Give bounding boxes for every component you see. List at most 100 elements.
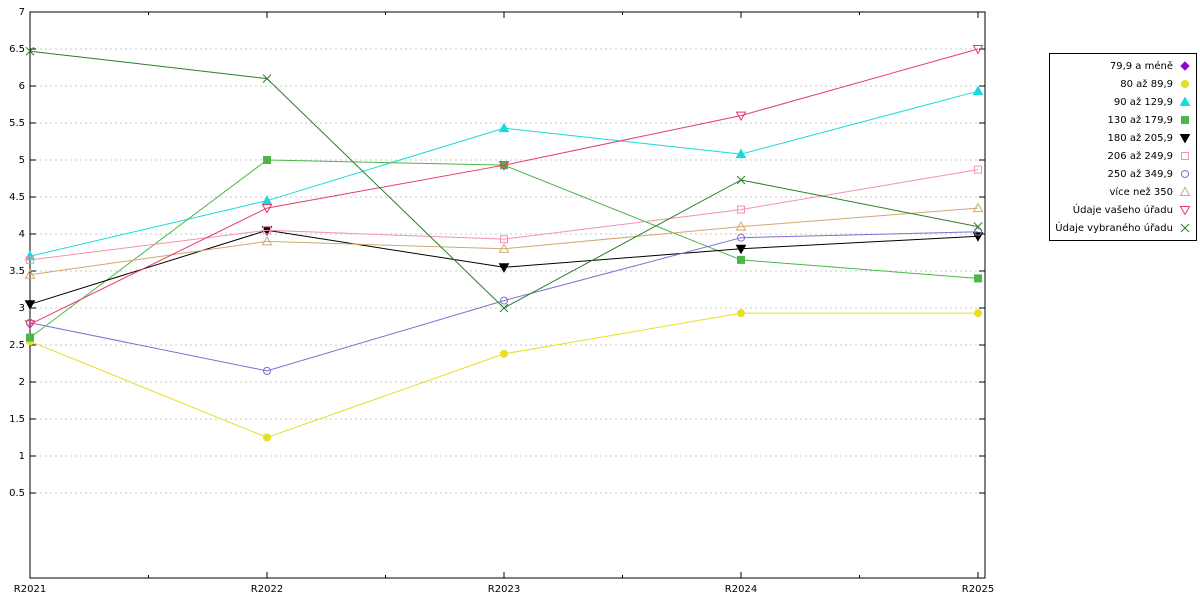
marker-x-cross: [262, 74, 272, 83]
legend-item: Údaje vybraného úřadu: [1055, 219, 1191, 237]
legend-label: 250 až 349,9: [1107, 168, 1173, 180]
marker-x-cross: [973, 222, 983, 231]
legend-box: 79,9 a méně 80 až 89,9 90 až 129,9 130 až 1…: [1049, 53, 1197, 241]
marker-square-filled: [1181, 116, 1189, 124]
marker-x-cross: [1180, 223, 1190, 233]
marker-square-filled: [974, 274, 982, 283]
x-axis-label: R2023: [488, 584, 520, 595]
y-axis-label: 4: [19, 229, 25, 240]
x-axis-label: R2021: [14, 584, 46, 595]
legend-marker-icon: [1179, 96, 1191, 106]
marker-triangle-up-open: [24, 269, 36, 279]
marker-square-open: [26, 255, 34, 264]
marker-circle-filled: [737, 309, 745, 318]
marker-square-open: [500, 235, 508, 244]
marker-triangle-down-open: [735, 111, 747, 122]
legend-label: Údaje vybraného úřadu: [1055, 222, 1173, 234]
marker-square-filled: [263, 156, 271, 164]
legend-label: 206 až 249,9: [1107, 150, 1173, 162]
y-axis-label: 5.5: [9, 118, 25, 129]
marker-triangle-up-filled: [972, 85, 984, 96]
marker-triangle-down-open: [1179, 206, 1191, 216]
x-axis-label: R2024: [725, 584, 757, 595]
legend-item: 206 až 249,9: [1055, 147, 1191, 165]
y-axis-label: 6: [19, 81, 25, 92]
marker-triangle-up-open: [498, 243, 510, 253]
y-axis-label: 5: [19, 155, 25, 166]
legend-label: 180 až 205,9: [1107, 132, 1173, 144]
y-axis-label: 0.5: [9, 488, 25, 499]
marker-circle-filled: [263, 433, 271, 442]
marker-x-cross: [25, 46, 35, 56]
y-axis-label: 1: [19, 451, 25, 462]
legend-label: 79,9 a méně: [1109, 60, 1173, 72]
marker-triangle-up-filled: [735, 148, 747, 159]
legend-item: 90 až 129,9: [1055, 93, 1191, 111]
marker-triangle-down-filled: [1179, 134, 1191, 144]
legend-item: 79,9 a méně: [1055, 57, 1191, 75]
marker-square-filled: [737, 255, 745, 264]
marker-triangle-down-open: [261, 204, 273, 214]
legend-marker-icon: [1181, 80, 1189, 88]
marker-triangle-down-open: [24, 320, 36, 330]
legend-label: více než 350: [1109, 186, 1173, 198]
legend-item: Údaje vašeho úřadu: [1055, 201, 1191, 219]
marker-square-open: [1181, 152, 1189, 160]
y-axis-label: 7: [19, 7, 25, 18]
marker-triangle-up-open: [735, 221, 747, 231]
x-axis-label: R2025: [962, 584, 994, 595]
marker-triangle-up-open: [261, 235, 273, 246]
marker-triangle-down-open: [498, 161, 510, 171]
legend-marker-icon: [1180, 61, 1190, 71]
marker-square-open: [737, 205, 745, 214]
x-axis-label: R2022: [251, 584, 283, 595]
marker-circle-filled: [500, 349, 508, 358]
legend-marker-icon: [1181, 116, 1189, 124]
marker-x-cross: [736, 175, 746, 185]
series-line-5: [29, 169, 979, 261]
marker-square-open: [263, 226, 271, 235]
marker-triangle-down-open: [972, 45, 984, 55]
legend-label: Údaje vašeho úřadu: [1072, 204, 1173, 216]
marker-triangle-up-filled: [1179, 96, 1191, 106]
series-line-6: [29, 231, 979, 372]
series-line-7: [29, 207, 979, 276]
legend-marker-icon: [1181, 152, 1189, 160]
legend-item: 80 až 89,9: [1055, 75, 1191, 93]
marker-circle-open: [500, 296, 508, 305]
marker-triangle-down-filled: [498, 263, 510, 273]
marker-triangle-down-filled: [24, 300, 36, 310]
legend-item: 250 až 349,9: [1055, 165, 1191, 183]
marker-x-cross: [499, 303, 509, 313]
marker-circle-open: [974, 227, 982, 236]
marker-square-filled: [26, 333, 34, 342]
y-axis-label: 2.5: [9, 340, 25, 351]
marker-circle-open: [1181, 170, 1189, 178]
marker-circle-open: [737, 233, 745, 242]
legend-marker-icon: [1179, 134, 1191, 144]
marker-circle-open: [263, 366, 271, 375]
y-axis-label: 4.5: [9, 192, 25, 203]
legend-item: více než 350: [1055, 183, 1191, 201]
y-axis-label: 2: [19, 377, 25, 388]
legend-label: 80 až 89,9: [1120, 78, 1173, 90]
legend-marker-icon: [1181, 170, 1189, 178]
y-axis-label: 3.5: [9, 266, 25, 277]
y-axis-label: 1.5: [9, 414, 25, 425]
series-line-8: [29, 48, 979, 325]
y-axis-label: 3: [19, 303, 25, 314]
marker-triangle-up-open: [1179, 186, 1191, 196]
plot-border: [29, 11, 986, 579]
legend-marker-icon: [1180, 223, 1190, 233]
y-axis-label: 6.5: [9, 44, 25, 55]
marker-triangle-down-filled: [735, 244, 747, 255]
marker-circle-filled: [974, 309, 982, 318]
marker-triangle-up-filled: [498, 122, 510, 133]
legend-label: 90 až 129,9: [1113, 96, 1173, 108]
legend-item: 180 až 205,9: [1055, 129, 1191, 147]
marker-circle-filled: [1181, 80, 1189, 88]
marker-square-open: [974, 165, 982, 174]
legend-marker-icon: [1179, 186, 1191, 196]
